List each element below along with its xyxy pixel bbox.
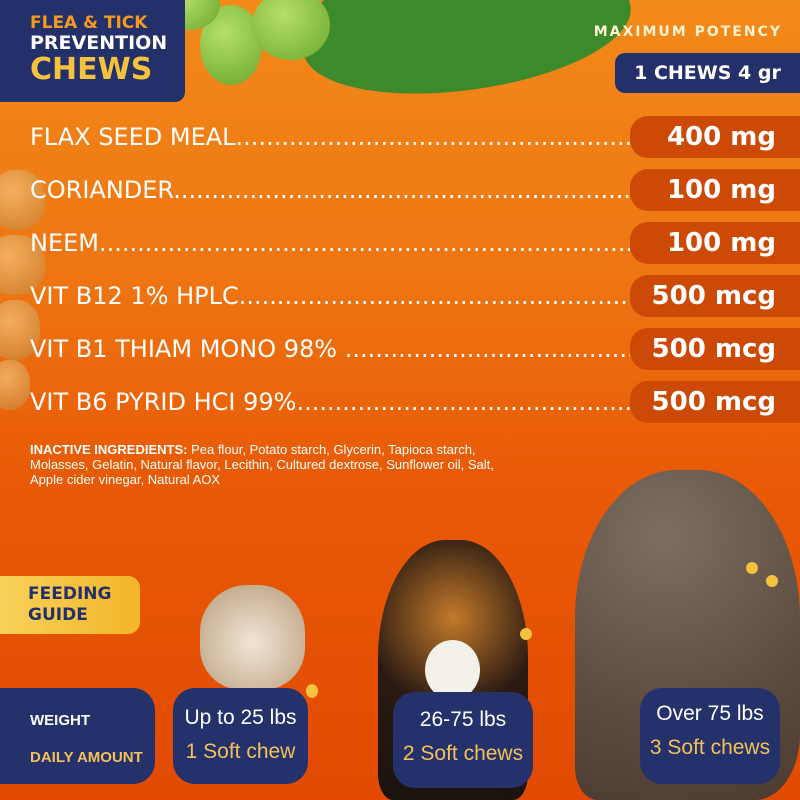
tier-weight: Over 75 lbs (656, 702, 764, 725)
walnut-image (0, 300, 40, 360)
tier-amount: 1 Soft chew (185, 740, 296, 763)
feeding-tier-medium: 26-75 lbs 2 Soft chews (393, 692, 533, 788)
neem-fruit-image (252, 0, 330, 60)
ingredient-row: VIT B1 THIAM MONO 98% ..................… (0, 327, 800, 371)
walnut-image (0, 360, 30, 410)
feeding-labels-card: WEIGHT DAILY AMOUNT (0, 688, 155, 784)
ingredient-name: CORIANDER...............................… (0, 176, 630, 204)
medium-dog-chest (425, 640, 480, 700)
ingredient-row: FLAX SEED MEAL..........................… (0, 115, 800, 159)
feeding-line-2: GUIDE (28, 605, 88, 625)
walnut-image (0, 235, 45, 295)
tier-weight: 26-75 lbs (419, 708, 507, 731)
ingredient-row: VIT B12 1% HPLC.........................… (0, 274, 800, 318)
feeding-tier-large: Over 75 lbs 3 Soft chews (640, 688, 780, 784)
ingredient-name: VIT B6 PYRID HCI 99%....................… (0, 388, 630, 416)
inactive-label: INACTIVE INGREDIENTS: (30, 442, 188, 457)
walnut-image (0, 170, 45, 230)
dot-leader: ........................................… (296, 388, 630, 416)
feeding-line-1: FEEDING (28, 584, 112, 604)
neem-leaf-image (291, 0, 639, 113)
chew-icon (306, 684, 318, 698)
serving-size-badge: 1 CHEWS 4 gr (615, 53, 800, 93)
tier-weight: Up to 25 lbs (184, 706, 297, 729)
ingredient-name: FLAX SEED MEAL..........................… (0, 123, 630, 151)
feeding-guide-badge: FEEDING GUIDE (0, 576, 140, 634)
dot-leader: ........................................… (235, 123, 630, 151)
inactive-ingredients: INACTIVE INGREDIENTS: Pea flour, Potato … (30, 442, 510, 487)
ingredient-amount: 100 mg (630, 222, 800, 264)
dot-leader: ........................................… (173, 176, 630, 204)
daily-amount-label: DAILY AMOUNT (30, 749, 143, 766)
title-line-1: FLEA & TICK (30, 13, 148, 33)
weight-label: WEIGHT (30, 712, 90, 729)
ingredient-name: VIT B12 1% HPLC.........................… (0, 282, 630, 310)
chew-icon (520, 628, 532, 640)
ingredient-name: VIT B1 THIAM MONO 98% ..................… (0, 335, 630, 363)
tier-amount: 2 Soft chews (402, 742, 524, 765)
title-line-3: CHEWS (30, 52, 153, 87)
feeding-tier-small: Up to 25 lbs 1 Soft chew (173, 688, 308, 784)
title-line-2: PREVENTION (30, 32, 168, 54)
ingredient-name: NEEM....................................… (0, 229, 630, 257)
dot-leader: ........................................… (238, 282, 630, 310)
ingredient-row: CORIANDER...............................… (0, 168, 800, 212)
ingredient-amount: 500 mcg (630, 381, 800, 423)
ingredient-amount: 100 mg (630, 169, 800, 211)
chew-icon (766, 575, 778, 587)
small-dog-image (200, 585, 305, 690)
chew-icon (746, 562, 758, 574)
ingredient-row: VIT B6 PYRID HCI 99%....................… (0, 380, 800, 424)
potency-label: MAXIMUM POTENCY (593, 24, 782, 40)
dot-leader: ........................................… (99, 229, 630, 257)
tier-amount: 3 Soft chews (649, 736, 771, 759)
ingredient-amount: 500 mcg (630, 275, 800, 317)
dot-leader: ........................................… (344, 335, 630, 363)
ingredient-amount: 400 mg (630, 116, 800, 158)
ingredient-row: NEEM....................................… (0, 221, 800, 265)
inactive-text: Pea flour, Potato starch, Glycerin, Tapi… (30, 442, 494, 487)
ingredient-amount: 500 mcg (630, 328, 800, 370)
product-title: FLEA & TICK PREVENTION CHEWS (0, 0, 185, 102)
